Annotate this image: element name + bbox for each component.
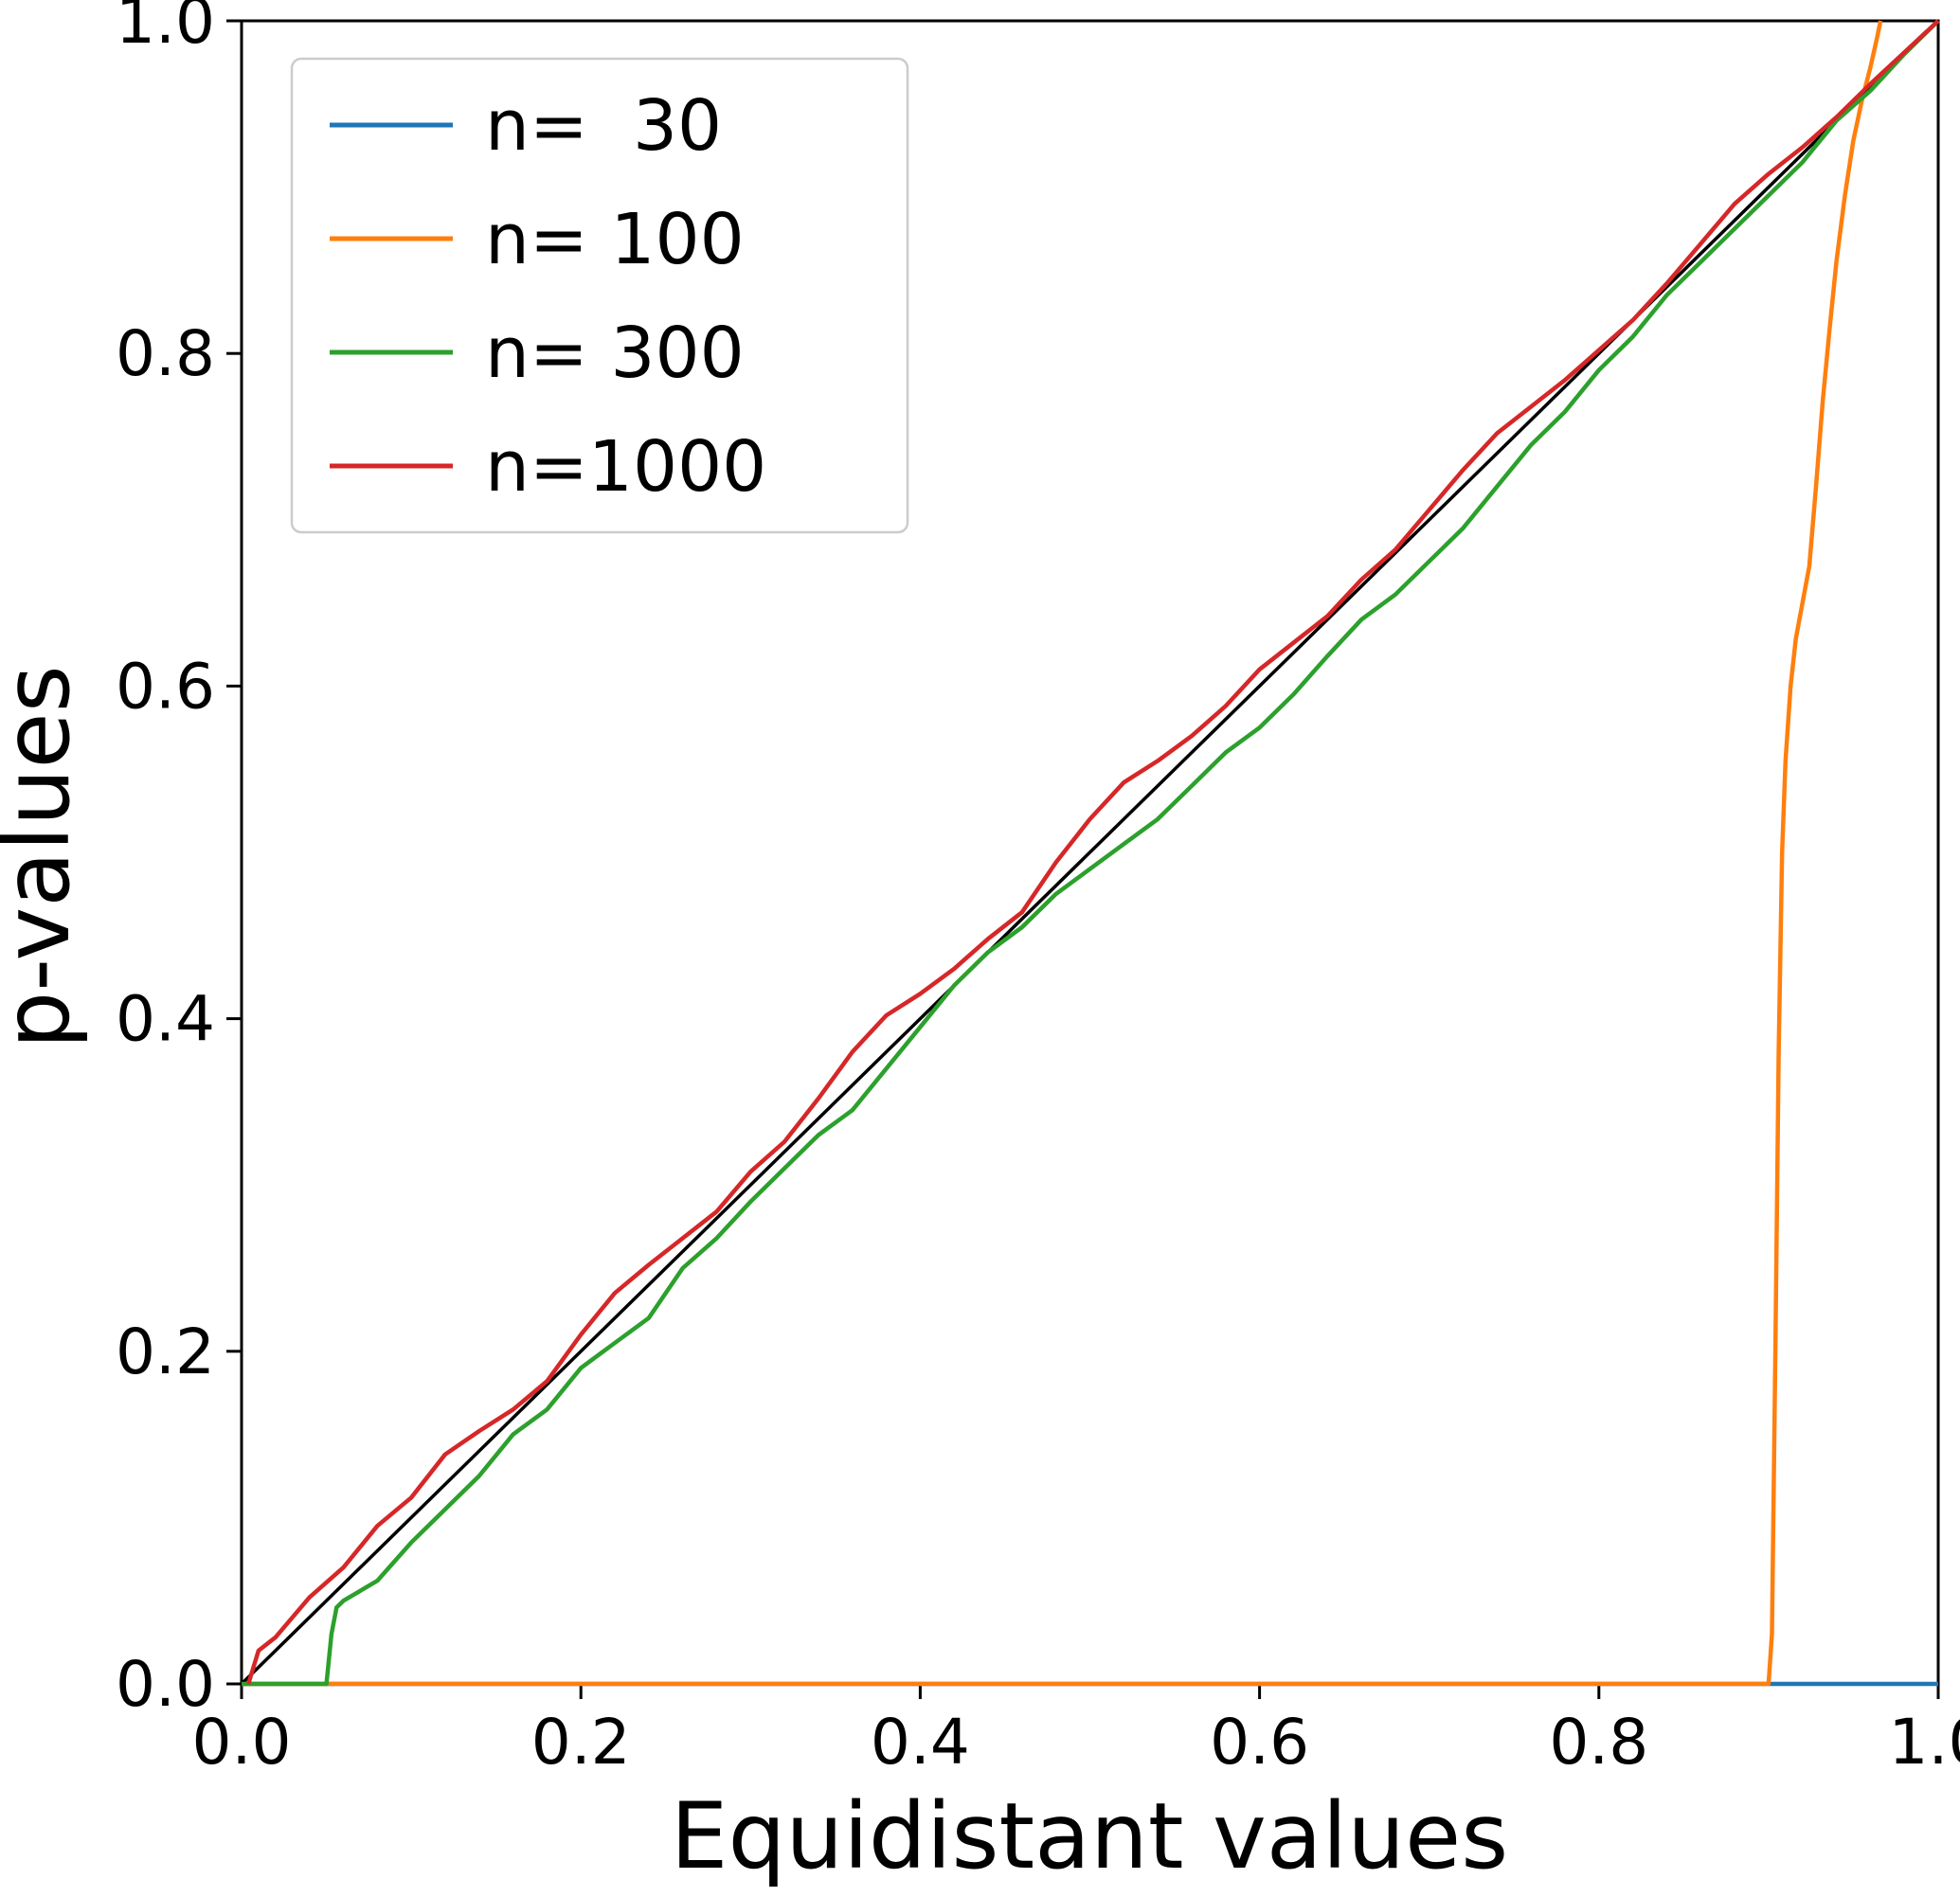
y-tick-label: 1.0	[116, 0, 215, 58]
legend-box	[290, 57, 909, 534]
legend-entry-label: n=1000	[485, 426, 766, 508]
series-line-n-100	[242, 20, 1883, 1687]
x-axis-label: Equidistant values	[671, 1783, 1508, 1889]
x-tick-label: 0.8	[1549, 1706, 1648, 1779]
y-axis-label: p-values	[0, 665, 90, 1048]
y-tick-label: 0.4	[116, 983, 215, 1056]
series-lines	[240, 19, 1940, 1687]
y-tick-label: 0.2	[116, 1315, 215, 1388]
x-tick-label: 1.0	[1889, 1706, 1960, 1779]
x-tick-label: 0.0	[192, 1706, 292, 1779]
legend: n= 30 n= 100 n= 300 n=1000	[290, 57, 909, 534]
legend-entry-label: n= 100	[485, 199, 745, 280]
series-line-n-300	[242, 19, 1940, 1687]
axis-ticks: 0.0 0.2 0.4 0.6 0.8 1.0 0.0 0.2 0.4 0.6 0.8 1.0	[116, 0, 1960, 1779]
x-tick-label: 0.4	[871, 1706, 970, 1779]
series-line-n-1000	[246, 19, 1940, 1685]
x-tick-label: 0.2	[531, 1706, 631, 1779]
x-tick-label: 0.6	[1210, 1706, 1309, 1779]
legend-entry-label: n= 30	[485, 85, 722, 167]
y-tick-label: 0.6	[116, 650, 215, 723]
legend-entry-label: n= 300	[485, 313, 745, 394]
y-tick-label: 0.8	[116, 317, 215, 390]
y-tick-label: 0.0	[116, 1648, 215, 1721]
